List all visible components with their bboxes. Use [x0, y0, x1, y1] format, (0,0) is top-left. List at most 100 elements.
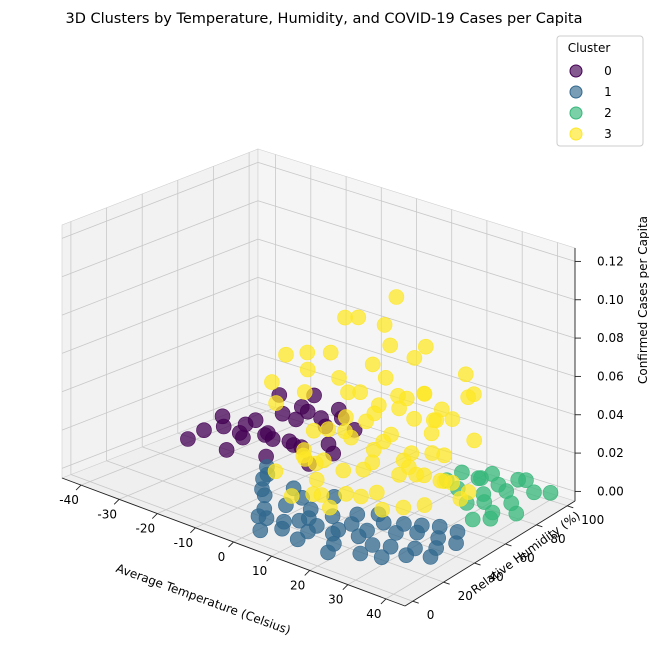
scatter-point-cluster-3 [398, 390, 415, 407]
tick-labels: -40 -30 -20 -10 0 10 20 30 40 0 20 40 60 80 100 0.00 0.0… [59, 254, 623, 622]
scatter-point-cluster-2 [542, 484, 559, 501]
x-tick-label: -10 [174, 536, 194, 550]
scatter-point-cluster-1 [382, 538, 399, 555]
z-grid-back [257, 162, 576, 262]
y-tick-label: 80 [550, 532, 565, 546]
scatter-point-cluster-3 [433, 401, 450, 418]
z-grid-left [61, 353, 259, 431]
scatter-point-cluster-1 [448, 535, 464, 552]
scatter-point-cluster-1 [364, 537, 381, 553]
z-grid-left [61, 238, 259, 316]
scatter-point-cluster-3 [416, 467, 432, 484]
y-tick-mark [412, 600, 419, 604]
scatter-point-cluster-3 [283, 488, 300, 504]
scatter-point-cluster-3 [299, 361, 316, 378]
z-axis-label: Confirmed Cases per Capita [636, 216, 649, 384]
legend: Cluster 0 1 2 3 [556, 35, 644, 147]
z-tick-label: 0.10 [597, 293, 624, 307]
z-grid-left [61, 200, 259, 278]
scatter-point-cluster-3 [424, 445, 441, 461]
scatter-point-cluster-1 [388, 525, 404, 541]
scatter-point-cluster-0 [299, 403, 316, 420]
scatter-point-cluster-3 [425, 412, 442, 429]
z-tick-label: 0.04 [597, 408, 624, 422]
z-grid-left [61, 392, 259, 469]
scatter-point-cluster-3 [403, 445, 420, 462]
scatter-point-cluster-0 [214, 408, 231, 425]
legend-label-3: 3 [604, 127, 612, 141]
scatter-point-cluster-1 [398, 547, 415, 564]
scatter-point-cluster-3 [406, 350, 423, 366]
scatter-point-cluster-1 [252, 522, 269, 539]
scatter-point-cluster-3 [299, 344, 316, 361]
legend-marker-1 [569, 85, 583, 99]
x-tick-label: 20 [290, 578, 305, 592]
z-tick-label: 0.06 [597, 369, 624, 383]
z-grid-left [61, 277, 259, 354]
x-tick-mark [342, 584, 349, 590]
scatter-point-cluster-3 [374, 501, 391, 518]
legend-label-2: 2 [604, 106, 612, 120]
x-tick-label: -40 [59, 493, 79, 507]
scatter-point-cluster-3 [267, 463, 284, 480]
scatter-point-cluster-1 [375, 514, 392, 531]
scatter-point-cluster-1 [422, 549, 439, 565]
scatter-point-cluster-3 [382, 337, 399, 354]
scatter-point-cluster-0 [237, 416, 254, 433]
x-tick-mark [113, 499, 120, 505]
x-tick-label: 30 [328, 593, 343, 607]
y-tick-mark [567, 505, 574, 509]
scatter-point-cluster-2 [508, 505, 525, 522]
scatter-point-cluster-3 [417, 338, 434, 355]
x-tick-label: 40 [366, 607, 381, 621]
scatter-point-cluster-3 [383, 426, 399, 443]
scatter-point-cluster-3 [331, 370, 347, 386]
scatter-point-cluster-3 [337, 423, 353, 440]
scatter-point-cluster-3 [338, 485, 354, 502]
scatter-point-cluster-1 [343, 516, 360, 532]
x-tick-mark [151, 513, 158, 519]
z-grid-back [257, 277, 576, 377]
z-grid-back [257, 200, 576, 301]
x-tick-mark [266, 555, 272, 562]
scatter-point-cluster-3 [264, 374, 280, 390]
z-tick-label: 0.00 [597, 484, 624, 498]
scatter-point-cluster-3 [321, 499, 338, 516]
x-tick-label: -30 [97, 507, 117, 521]
z-grid-back [257, 238, 576, 339]
scatter-point-cluster-3 [466, 432, 483, 449]
scatter-point-cluster-2 [518, 472, 534, 489]
x-tick-mark [75, 484, 82, 491]
x-tick-label: -20 [135, 522, 155, 536]
scatter-point-cluster-3 [305, 422, 322, 439]
scatter-point-cluster-3 [406, 410, 422, 427]
scatter-point-cluster-1 [291, 512, 308, 529]
scatter-point-cluster-3 [457, 366, 474, 383]
scatter-point-cluster-0 [180, 431, 196, 447]
x-grid-bottom [385, 495, 558, 600]
scatter-point-cluster-0 [264, 431, 281, 447]
y-tick-mark [443, 581, 450, 585]
x-grid-bottom [157, 429, 347, 514]
y-tick-label: 100 [581, 513, 604, 527]
y-grid-bottom [70, 474, 413, 602]
scatter-point-cluster-3 [338, 409, 354, 425]
z-tick-label: 0.12 [597, 254, 624, 268]
scatter-point-cluster-1 [289, 531, 306, 548]
scatter-point-cluster-2 [476, 494, 493, 510]
scatter-point-cluster-3 [295, 447, 312, 464]
legend-title: Cluster [568, 41, 611, 55]
scatter-point-cluster-3 [322, 344, 339, 361]
scatter-point-cluster-3 [268, 395, 284, 411]
y-tick-label: 0 [427, 608, 435, 622]
z-grid-left [61, 162, 259, 239]
y-tick-label: 40 [489, 570, 504, 584]
x-tick-mark [190, 527, 196, 534]
scatter-point-cluster-3 [466, 386, 482, 403]
x-tick-mark [228, 541, 234, 548]
scatter-point-cluster-1 [409, 524, 425, 541]
scatter-point-cluster-3 [376, 317, 393, 333]
scatter-point-cluster-3 [423, 425, 440, 442]
scatter-point-cluster-3 [350, 309, 367, 326]
